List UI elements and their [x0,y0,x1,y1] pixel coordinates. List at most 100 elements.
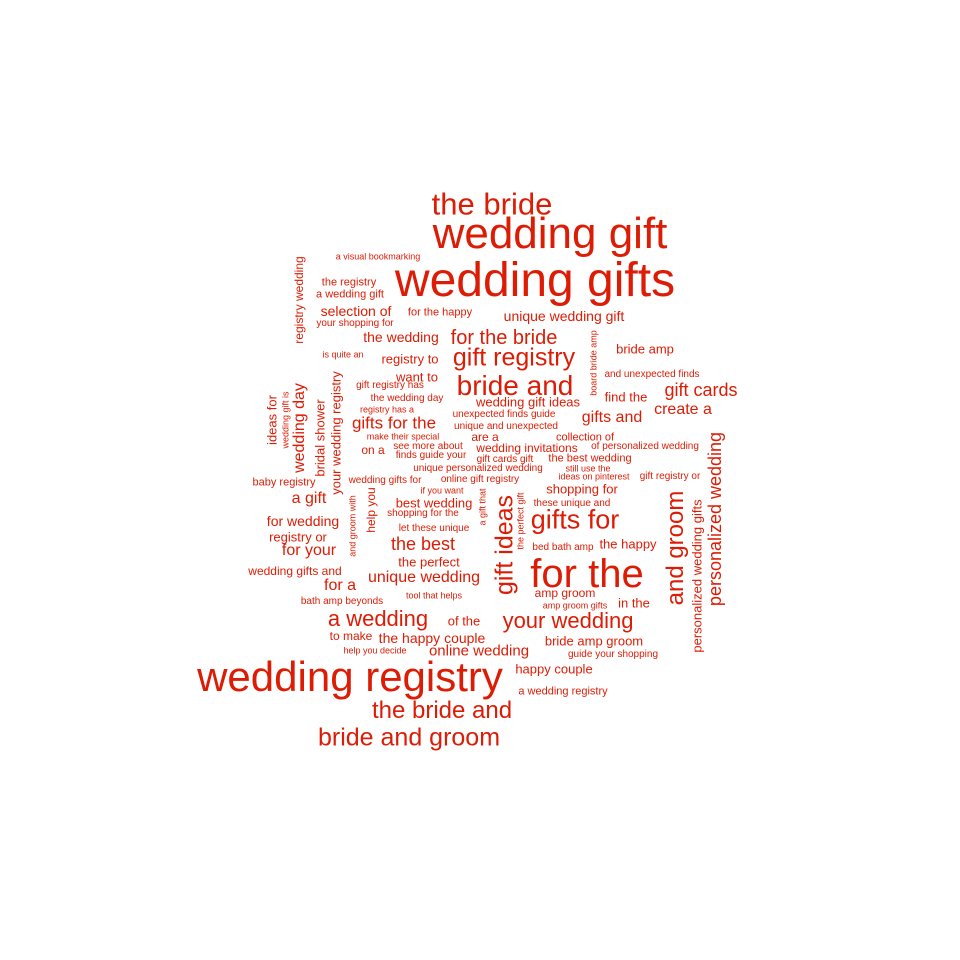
word: these unique and [533,498,611,509]
word: a wedding gift [316,288,384,301]
word: collection of [555,431,615,444]
word: personalized wedding [705,431,725,607]
word: gifts for the [351,413,437,433]
word: online gift registry [440,474,520,485]
word: to make [329,629,373,643]
word: unique wedding [367,569,481,586]
word: best wedding [395,495,473,511]
word: personalized wedding gifts [689,499,705,653]
word: registry or [269,529,327,545]
word: baby registry [252,476,316,489]
word: bride and [456,370,574,401]
word: tool that helps [405,590,463,601]
word: the bride [431,186,553,222]
word: a gift [291,490,327,507]
word: unexpected finds guide [452,409,556,420]
word: gifts for [530,504,620,535]
word: find the [604,389,648,405]
word: see more about [393,441,463,452]
word: wedding invitations [476,441,578,455]
word: if you want [420,485,464,496]
word: the perfect [398,554,460,570]
word: happy couple [515,661,593,677]
word: for a [323,577,357,594]
word: ideas on pinterest [558,471,630,482]
word: board bride amp [588,330,599,396]
word: wedding registry [197,653,503,700]
word: want to [396,369,438,385]
word: registry to [381,351,439,367]
word: a wedding [327,606,429,631]
word: gift registry has [356,380,424,391]
word: the perfect gift [515,492,526,550]
word: your wedding registry [328,371,344,495]
word: make their special [366,431,440,442]
word: selection of [320,303,392,319]
word: still use the [565,463,611,474]
word: the happy [599,536,657,552]
word: finds guide your [395,450,467,461]
word: gifts and [581,409,643,426]
word: wedding gift is [280,391,291,449]
word: for the happy [407,306,473,319]
word: online wedding [428,642,530,660]
word: registry has a [359,404,415,415]
word: for the bride [450,327,558,349]
word: wedding gift [432,209,668,258]
word: gift registry or [639,471,701,482]
word: gift ideas [490,494,519,596]
word: for the [530,552,644,596]
word: amp groom [534,586,596,600]
word: the best [390,534,456,554]
word: unique and unexpected [454,421,558,432]
word: and unexpected finds [604,369,700,380]
word: bath amp beyonds [300,596,384,607]
word: a visual bookmarking [335,251,421,262]
word: the registry [321,276,377,289]
word: help you [364,487,378,533]
word: for wedding [266,513,340,529]
word: the wedding day [370,393,444,404]
word: bridal shower [312,399,328,477]
word: help you decide [343,645,407,656]
word: the wedding [363,329,439,345]
word: the happy couple [378,630,486,646]
word: unique wedding gift [503,308,625,324]
word: the bride and [371,697,513,724]
word: in the [618,595,650,611]
word: for your [281,542,337,559]
word: on a [361,443,385,457]
word: unique personalized wedding [413,463,543,474]
word: your wedding [502,608,634,633]
word: is quite an [322,349,364,360]
word: a gift that [477,488,488,526]
word: of personalized wedding [591,441,699,452]
word: gift cards gift [476,454,534,465]
word: amp groom gifts [542,600,608,611]
word: gift registry [452,343,576,372]
word: your shopping for [316,318,394,329]
word: wedding gifts [394,254,676,307]
word: guide your shopping [567,649,659,660]
word: create a [654,401,712,418]
word: and groom [662,490,689,606]
word: the best wedding [548,452,632,465]
word: bed bath amp [532,542,594,553]
word: shopping for the [387,508,459,519]
word: shopping for [546,481,618,497]
word: let these unique [398,523,470,534]
word: wedding day [291,383,308,473]
word: wedding gift ideas [475,394,581,410]
word: ideas for [264,395,280,445]
word: wedding gifts for [348,475,422,486]
word: a wedding registry [518,685,608,698]
word: and groom with [347,495,358,557]
word: registry wedding [292,256,306,344]
word: of the [447,613,481,629]
word: bride amp [616,341,674,357]
word: wedding gifts and [248,564,342,578]
word: bride and groom [317,723,501,752]
word: bride amp groom [544,633,644,649]
word: gift cards [664,380,738,400]
